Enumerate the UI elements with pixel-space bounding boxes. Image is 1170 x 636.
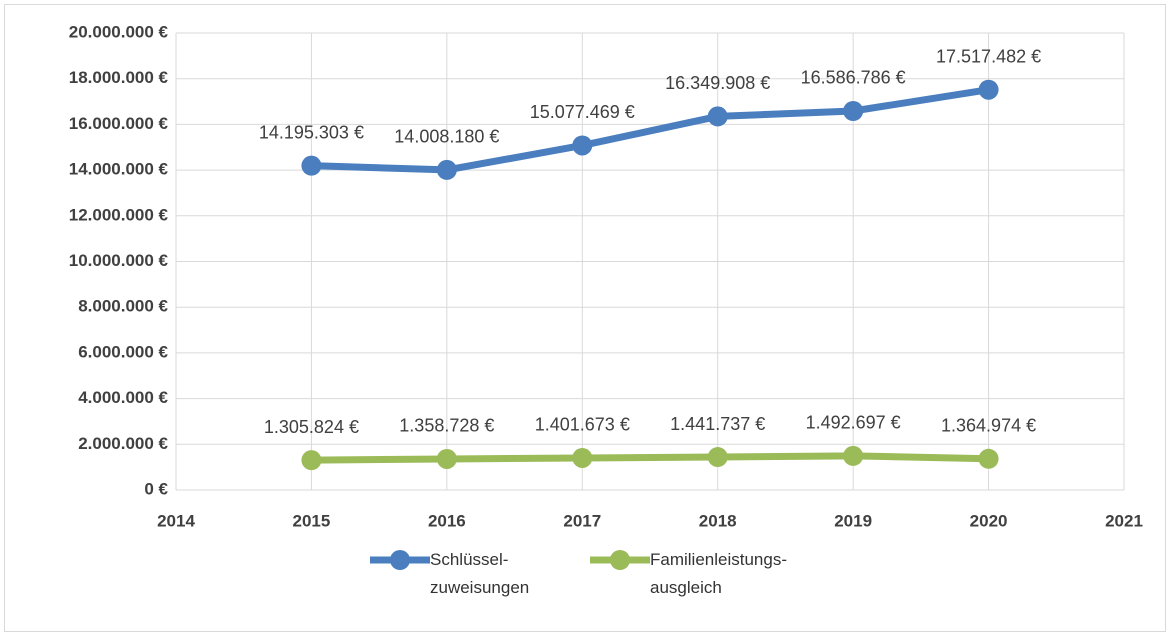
data-label: 1.305.824 € <box>264 417 359 437</box>
data-point <box>572 135 593 156</box>
legend: Schlüssel-zuweisungen Familienleistungs-a… <box>370 550 790 602</box>
series-line <box>311 86 990 174</box>
data-label: 15.077.469 € <box>530 102 635 122</box>
y-tick-label: 12.000.000 € <box>69 205 169 224</box>
x-tick-label: 2019 <box>834 511 872 530</box>
y-tick-label: 6.000.000 € <box>78 342 168 361</box>
data-point <box>978 448 999 469</box>
y-tick-label: 18.000.000 € <box>69 68 169 87</box>
legend-label: Familienleistungs-ausgleich <box>650 550 787 597</box>
legend-symbol <box>590 550 650 570</box>
data-label: 14.195.303 € <box>259 122 364 142</box>
legend-item: Schlüssel-zuweisungen <box>370 550 590 602</box>
y-tick-label: 14.000.000 € <box>69 160 169 179</box>
data-point <box>572 447 593 468</box>
data-point <box>301 155 322 176</box>
y-tick-label: 4.000.000 € <box>78 388 168 407</box>
y-tick-label: 10.000.000 € <box>69 251 169 270</box>
data-point <box>436 448 457 469</box>
x-tick-label: 2016 <box>428 511 466 530</box>
data-label: 17.517.482 € <box>936 46 1041 66</box>
x-tick-label: 2014 <box>157 511 195 530</box>
data-label: 16.349.908 € <box>665 73 770 93</box>
data-point <box>301 450 322 471</box>
x-tick-label: 2021 <box>1105 511 1143 530</box>
data-point <box>707 106 728 127</box>
x-tick-label: 2015 <box>293 511 331 530</box>
data-label: 1.441.737 € <box>670 414 765 434</box>
data-point <box>843 445 864 466</box>
y-tick-label: 2.000.000 € <box>78 434 168 453</box>
data-point <box>436 159 457 180</box>
x-tick-label: 2017 <box>563 511 601 530</box>
y-tick-label: 8.000.000 € <box>78 297 168 316</box>
data-label: 1.401.673 € <box>535 415 630 435</box>
data-label: 16.586.786 € <box>801 68 906 88</box>
x-tick-label: 2018 <box>699 511 737 530</box>
data-label: 1.364.974 € <box>941 416 1036 436</box>
series-line <box>311 452 989 464</box>
y-tick-label: 0 € <box>144 479 168 498</box>
y-tick-label: 20.000.000 € <box>69 22 169 41</box>
y-tick-label: 16.000.000 € <box>69 114 169 133</box>
data-label: 1.358.728 € <box>399 416 494 436</box>
data-label: 1.492.697 € <box>806 413 901 433</box>
legend-item: Familienleistungs-ausgleich <box>590 550 790 602</box>
data-point <box>978 79 999 100</box>
data-point <box>707 447 728 468</box>
data-label: 14.008.180 € <box>394 127 499 147</box>
data-point <box>843 100 864 121</box>
legend-symbol <box>370 550 430 570</box>
x-tick-label: 2020 <box>970 511 1008 530</box>
legend-label: Schlüssel-zuweisungen <box>430 550 530 597</box>
chart-border <box>4 4 1166 632</box>
